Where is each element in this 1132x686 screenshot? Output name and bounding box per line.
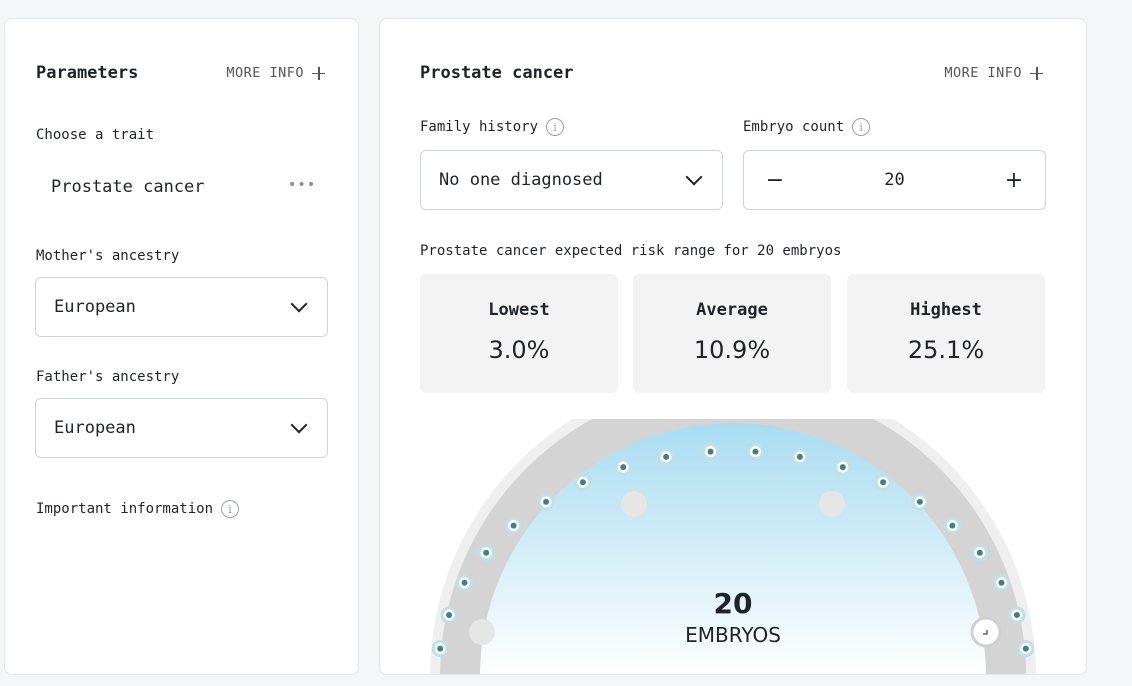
embryo-dot-core [752,448,759,455]
embryo-dot-core [663,453,670,460]
embryo-dot-core [1013,611,1020,618]
stat-value: 10.9% [693,336,771,364]
embryo-count-value[interactable]: 20 [884,170,905,190]
important-information-link[interactable]: Important information i [36,500,240,518]
father-ancestry-label: Father's ancestry [36,369,180,385]
stat-value: 25.1% [907,336,985,364]
embryo-dot-core [839,464,846,471]
embryo-dot-core [949,522,956,529]
stat-name: Lowest [488,300,550,320]
stat-average: Average 10.9% [633,274,831,393]
embryo-dot-core [707,448,714,455]
embryo-count-label: Embryo count i [743,118,871,136]
embryo-count-label-text: Embryo count [743,119,845,135]
trait-result-panel: Prostate cancer MORE INFO Family history… [379,18,1087,675]
embryo-dot-core [976,549,983,556]
plus-icon [1030,66,1043,80]
parameters-panel: Parameters MORE INFO Choose a trait Pros… [4,18,359,675]
parameters-title: Parameters [36,63,139,83]
family-history-select[interactable]: No one diagnosed [420,150,723,210]
family-history-value: No one diagnosed [439,170,603,190]
father-ancestry-select[interactable]: European [35,398,328,458]
plus-icon [312,66,325,80]
embryo-dot-core [620,464,627,471]
embryo-dot-core [483,549,490,556]
slider-handle-mark [983,630,988,635]
stat-name: Highest [910,300,982,320]
embryo-dot-core [510,522,517,529]
father-ancestry-value: European [54,418,136,438]
embryo-dot-core [437,645,444,652]
stat-name: Average [696,300,768,320]
gauge-dome [480,423,986,674]
family-history-label: Family history i [420,118,565,136]
embryo-dot-core [461,579,468,586]
track-marker [819,491,845,517]
embryo-dot-core [1022,645,1029,652]
gauge-unit: EMBRYOS [685,623,781,647]
embryo-dot-core [998,579,1005,586]
risk-range-label: Prostate cancer expected risk range for … [420,243,842,259]
increment-button[interactable]: + [1004,167,1024,193]
track-marker [621,491,647,517]
embryo-dot-core [796,453,803,460]
gauge-count: 20 [713,587,753,620]
embryo-dot-core [543,498,550,505]
chevron-down-icon [290,416,308,434]
embryo-dot-core [579,479,586,486]
trait-label: Choose a trait [36,127,155,143]
chevron-down-icon [685,168,703,186]
important-information-label: Important information [36,501,214,517]
embryo-dot-core [916,498,923,505]
stat-value: 3.0% [488,336,550,364]
chevron-down-icon [290,295,308,313]
info-icon[interactable]: i [546,118,565,136]
info-icon[interactable]: i [221,500,240,518]
trait-value[interactable]: Prostate cancer [51,177,205,197]
more-options-icon[interactable]: ••• [288,177,317,193]
track-marker [469,619,495,645]
mother-ancestry-value: European [54,297,136,317]
family-history-label-text: Family history [420,119,539,135]
embryo-count-stepper: − 20 + [743,150,1046,210]
parameters-more-info-button[interactable]: MORE INFO [226,65,325,81]
embryo-gauge [430,419,1036,674]
mother-ancestry-select[interactable]: European [35,277,328,337]
mother-ancestry-label: Mother's ancestry [36,248,180,264]
embryo-dot-core [880,479,887,486]
more-info-label: MORE INFO [944,65,1022,81]
decrement-button[interactable]: − [765,167,785,193]
stat-highest: Highest 25.1% [847,274,1045,393]
more-info-label: MORE INFO [226,65,304,81]
info-icon[interactable]: i [852,118,871,136]
result-more-info-button[interactable]: MORE INFO [944,65,1043,81]
result-title: Prostate cancer [420,63,574,83]
slider-handle[interactable] [970,616,1002,648]
stat-lowest: Lowest 3.0% [420,274,618,393]
embryo-dot-core [446,611,453,618]
